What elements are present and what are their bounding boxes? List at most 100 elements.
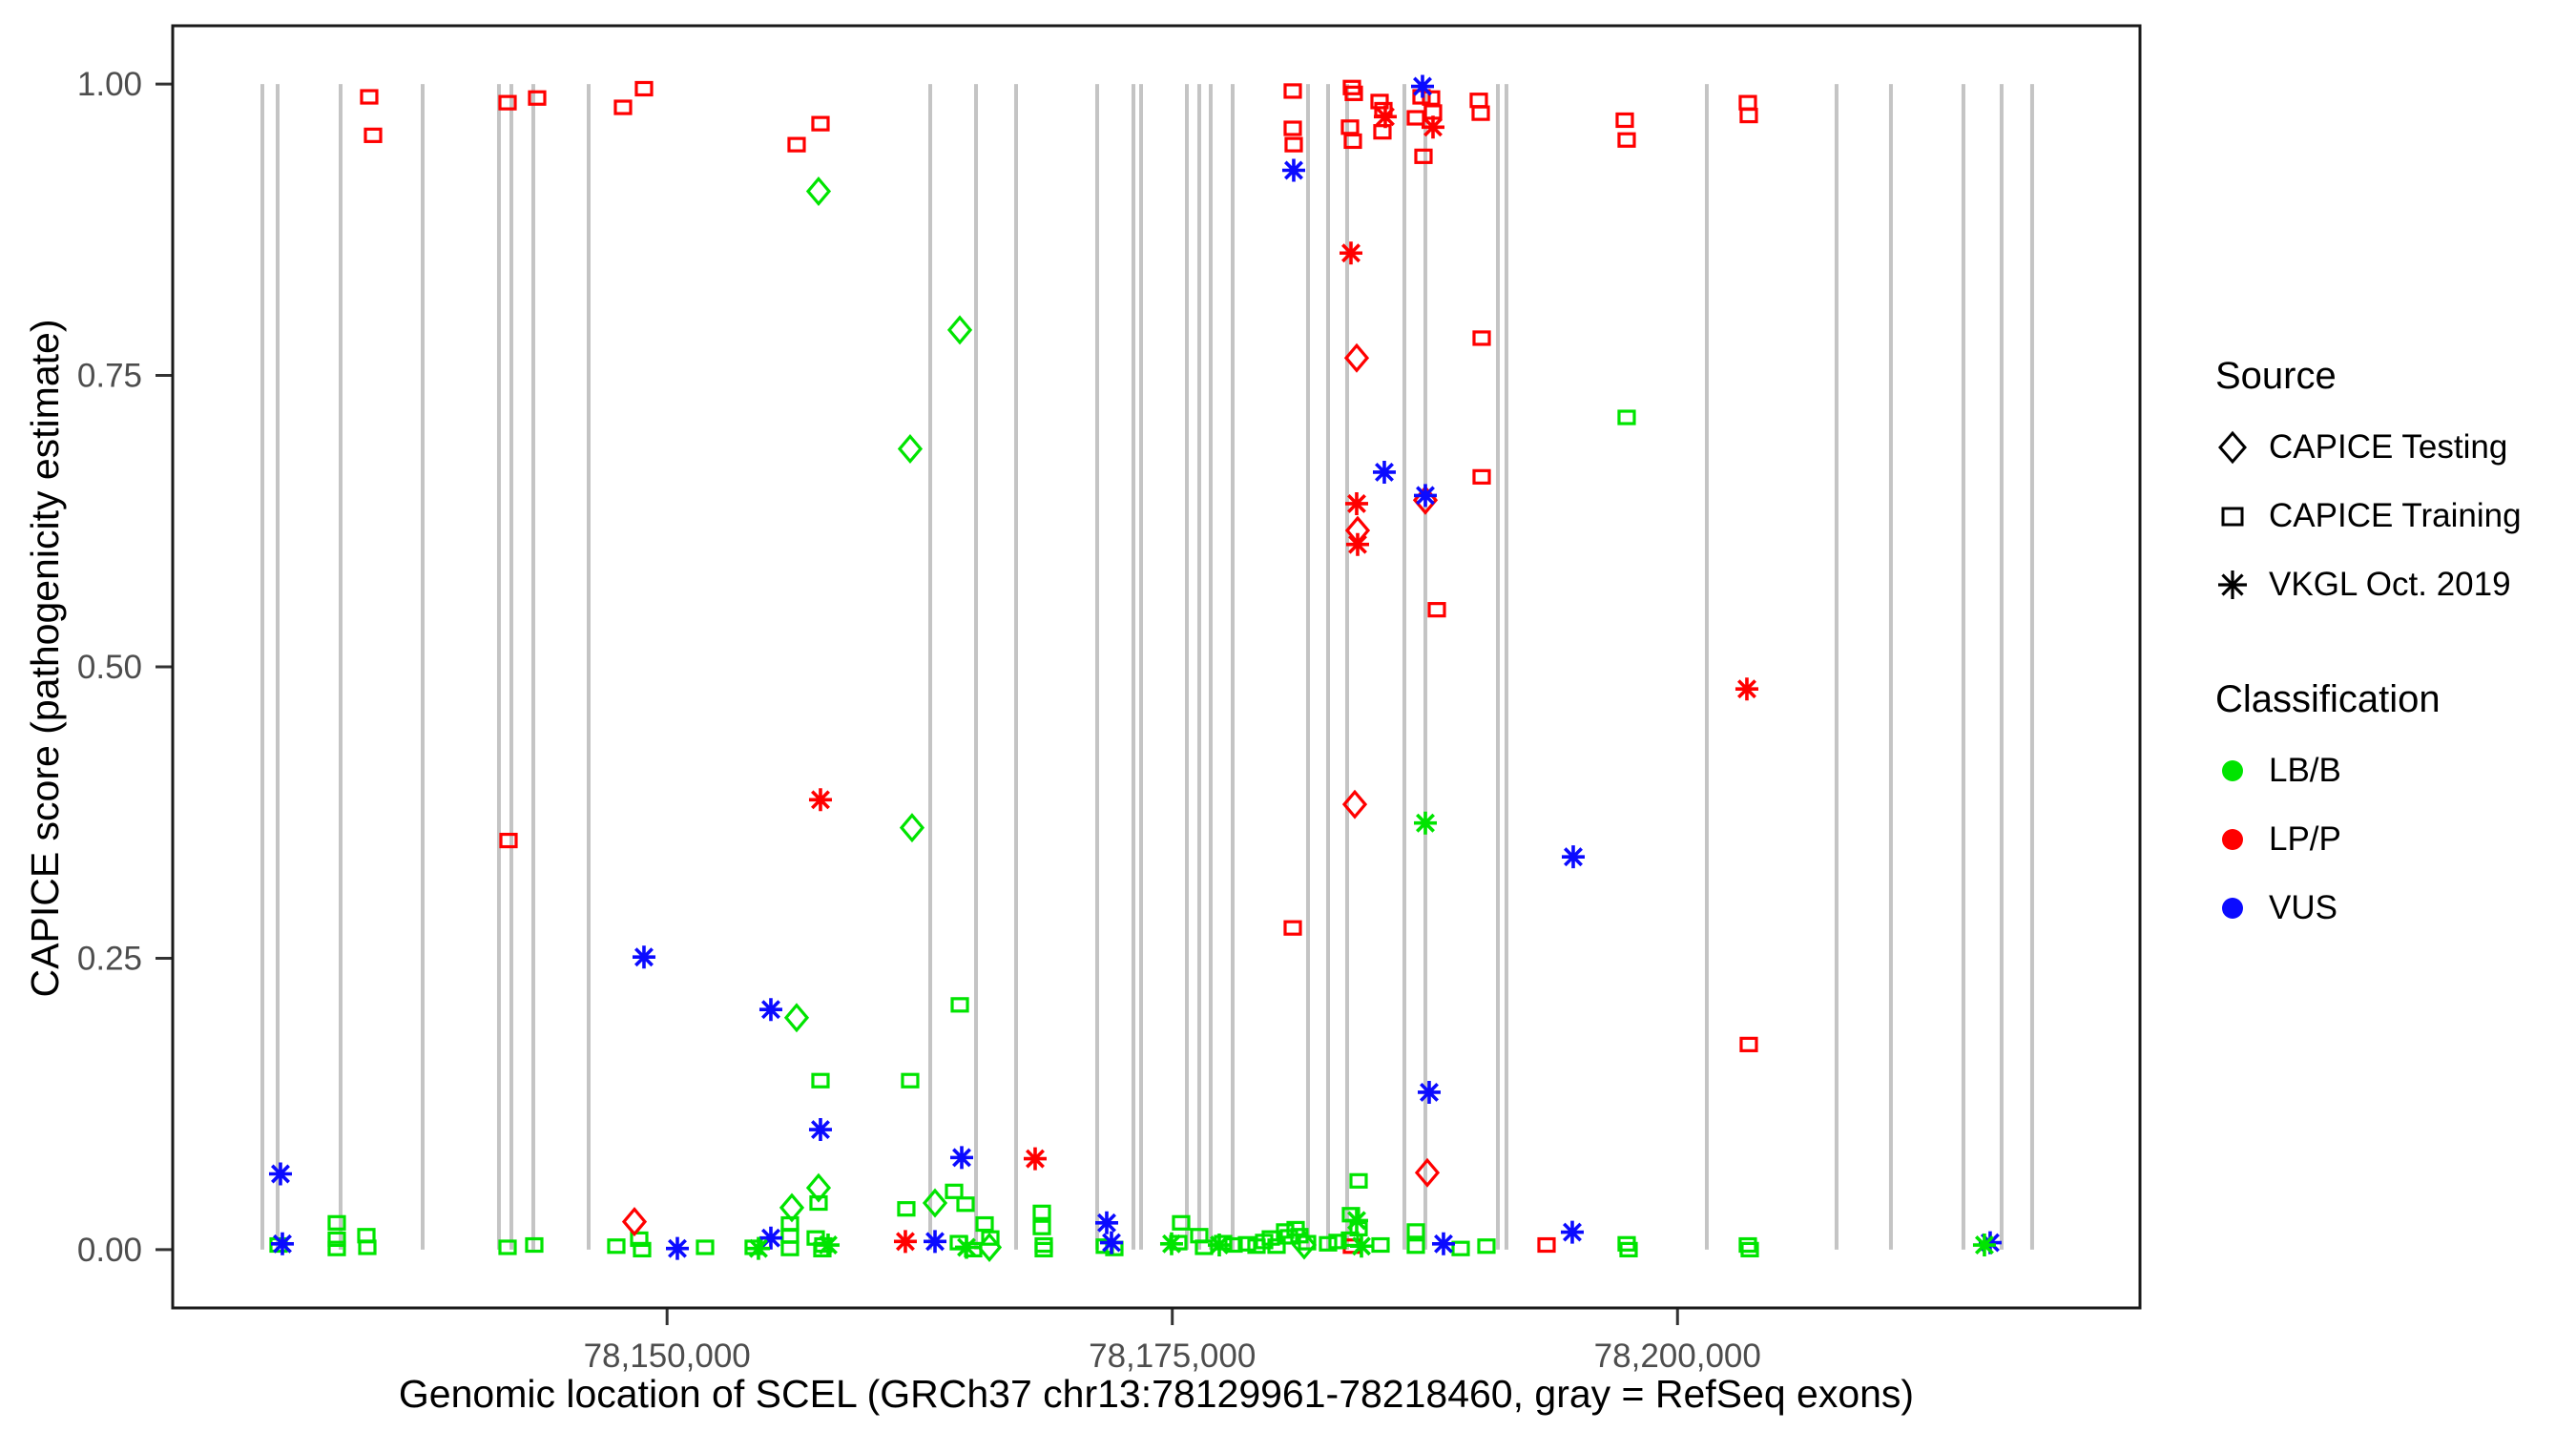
data-point-square — [1343, 133, 1362, 150]
data-point-asterisk — [758, 998, 782, 1022]
data-point-square — [811, 115, 830, 132]
data-point-square — [1319, 1235, 1338, 1252]
data-point-square — [1738, 1236, 1757, 1254]
data-point-asterisk — [1561, 845, 1585, 869]
data-point-square — [1283, 120, 1302, 136]
data-point-asterisk — [1099, 1231, 1123, 1255]
legend-spacer — [2206, 619, 2568, 678]
data-point-square — [945, 1183, 964, 1199]
data-point-square — [1344, 85, 1363, 101]
data-point-asterisk — [1344, 1209, 1368, 1233]
data-point-diamond — [946, 315, 973, 345]
data-point-square — [1617, 132, 1636, 148]
data-point-square — [1471, 105, 1490, 121]
data-point-asterisk — [1372, 460, 1396, 484]
data-point-asterisk — [1972, 1234, 1996, 1257]
legend-item-label: VUS — [2269, 889, 2337, 926]
data-point-asterisk — [758, 1226, 782, 1250]
data-point-square — [809, 1194, 828, 1212]
data-point-square — [1739, 1036, 1758, 1052]
red-dot-icon — [2206, 819, 2269, 861]
data-point-square — [1740, 1241, 1759, 1258]
data-point-asterisk — [816, 1234, 840, 1257]
data-points — [268, 74, 2002, 1262]
legend-item-vus: VUS — [2206, 874, 2568, 943]
legend-item-label: CAPICE Testing — [2269, 428, 2508, 466]
data-point-asterisk — [1023, 1147, 1047, 1171]
square-icon — [2206, 495, 2269, 537]
data-point-asterisk — [1159, 1232, 1183, 1255]
data-point-diamond — [805, 1172, 832, 1203]
data-point-square — [1032, 1204, 1051, 1220]
legend-item-label: CAPICE Training — [2269, 497, 2522, 534]
data-point-square — [1328, 1234, 1347, 1250]
data-point-square — [1739, 107, 1758, 124]
data-point-square — [981, 1230, 1000, 1246]
data-point-square — [634, 80, 654, 97]
legend: Source CAPICE Testing CAPICE Training — [2206, 355, 2568, 943]
data-point-square — [787, 136, 806, 153]
y-tick-label: 1.00 — [77, 66, 142, 103]
data-point-diamond — [899, 813, 925, 843]
data-point-square — [1615, 112, 1634, 129]
data-point-square — [1422, 90, 1441, 106]
data-point-square — [607, 1238, 626, 1255]
data-point-asterisk — [1344, 491, 1368, 515]
data-point-square — [327, 1214, 346, 1231]
data-point-square — [1451, 1240, 1470, 1256]
data-point-square — [1406, 110, 1425, 126]
data-point-square — [1283, 83, 1302, 99]
data-point-square — [1738, 94, 1757, 111]
data-point-diamond — [1291, 1230, 1318, 1260]
data-point-square — [1032, 1219, 1051, 1235]
data-point-diamond — [976, 1232, 1003, 1262]
data-point-square — [1373, 124, 1392, 140]
y-tick-label: 0.75 — [77, 358, 142, 395]
data-point-square — [956, 1196, 975, 1213]
data-point-diamond — [922, 1188, 948, 1218]
legend-item-lbb: LB/B — [2206, 736, 2568, 805]
data-point-asterisk — [1431, 1232, 1455, 1255]
data-point-square — [1172, 1214, 1191, 1231]
data-point-asterisk — [1281, 158, 1305, 182]
data-point-square — [1427, 602, 1446, 618]
data-point-square — [1469, 93, 1488, 109]
data-point-square — [897, 1201, 916, 1217]
data-point-square — [1472, 330, 1491, 346]
data-point-asterisk — [808, 1118, 832, 1142]
legend-item-label: LP/P — [2269, 820, 2341, 858]
data-point-asterisk — [1349, 1234, 1373, 1258]
y-axis-title: CAPICE score (pathogenicity estimate) — [23, 319, 67, 998]
legend-item-capice-testing: CAPICE Testing — [2206, 413, 2568, 482]
legend-item-lpp: LP/P — [2206, 805, 2568, 874]
data-point-square — [498, 94, 517, 111]
x-axis-title: Genomic location of SCEL (GRCh37 chr13:7… — [398, 1372, 1915, 1416]
data-point-asterisk — [1735, 677, 1758, 701]
data-point-asterisk — [268, 1162, 292, 1186]
data-point-square — [780, 1240, 800, 1256]
data-point-asterisk — [632, 945, 655, 969]
green-dot-icon — [2206, 750, 2269, 792]
data-point-square — [1472, 468, 1491, 485]
data-point-square — [811, 1072, 830, 1089]
data-point-asterisk — [1207, 1234, 1231, 1257]
legend-classification-title: Classification — [2215, 678, 2441, 720]
refseq-exon-lines — [260, 84, 2034, 1250]
data-point-asterisk — [1417, 1080, 1441, 1104]
data-point-square — [498, 1239, 517, 1255]
asterisk-icon — [2206, 564, 2269, 606]
data-point-square — [327, 1240, 346, 1256]
data-point-square — [1537, 1236, 1556, 1254]
data-point-square — [1371, 1236, 1390, 1254]
data-point-square — [975, 1215, 994, 1233]
data-point-square — [633, 1241, 652, 1258]
data-point-square — [1414, 148, 1433, 164]
data-point-square — [1195, 1239, 1214, 1255]
data-point-square — [1370, 93, 1389, 110]
data-point-asterisk — [1421, 115, 1444, 139]
data-point-asterisk — [1413, 484, 1437, 508]
data-point-asterisk — [1560, 1220, 1584, 1244]
data-point-square — [950, 997, 969, 1013]
x-tick-label: 78,150,000 — [584, 1338, 751, 1375]
